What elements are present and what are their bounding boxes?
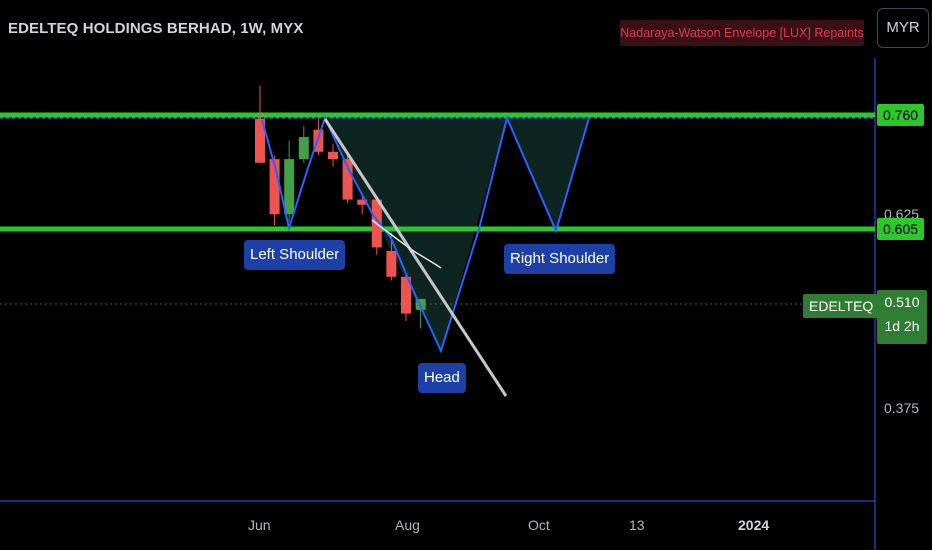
price-tick-0375: 0.375 [884, 400, 920, 416]
candle-bear [386, 251, 397, 277]
pattern-shade [325, 118, 589, 351]
chart-title: EDELTEQ HOLDINGS BERHAD, 1W, MYX [8, 20, 304, 37]
descending-trendline [323, 118, 508, 397]
candle-bear [342, 159, 353, 200]
candle-bear [328, 151, 338, 160]
time-tick-oct: Oct [528, 517, 550, 533]
indicator-badge[interactable]: Nadaraya-Watson Envelope [LUX] Repaints [620, 20, 864, 46]
candle-bear [269, 159, 280, 215]
last-price-tag: 0.510 1d 2h [877, 290, 927, 344]
price-tag-resistance: 0.760 [877, 104, 925, 126]
left-shoulder-label: Left Shoulder [244, 240, 346, 270]
candle-bull [284, 159, 295, 215]
candle-bear [357, 199, 368, 205]
last-price-value: 0.510 [884, 294, 920, 310]
bar-countdown: 1d 2h [884, 318, 920, 334]
time-tick-jun: Jun [248, 517, 271, 533]
head-shoulders-pattern [261, 114, 590, 354]
right-shoulder-label: Right Shoulder [504, 244, 616, 274]
time-tick-2024: 2024 [738, 517, 770, 533]
time-tick-aug: Aug [395, 517, 420, 533]
candle-bear [401, 276, 411, 314]
currency-button[interactable]: MYR [877, 8, 929, 48]
candle-bear [313, 129, 324, 152]
candle-bull [298, 137, 309, 160]
head-label: Head [418, 363, 466, 393]
envelope-curve [371, 219, 442, 269]
symbol-tag: EDELTEQ [803, 294, 880, 318]
price-tag-neckline: 0.605 [877, 218, 925, 240]
time-tick-13: 13 [629, 517, 645, 533]
candle-bear [255, 118, 265, 163]
